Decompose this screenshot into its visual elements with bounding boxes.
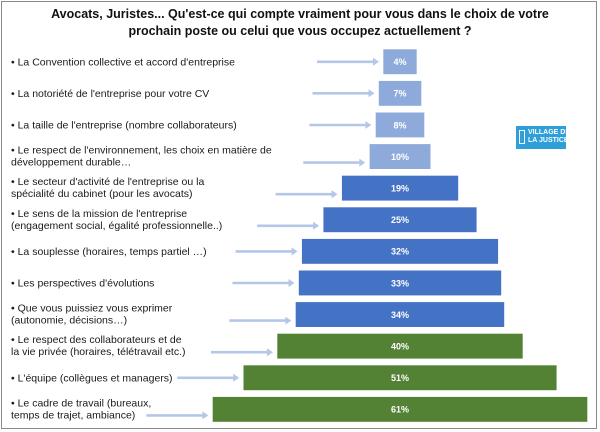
funnel-bar	[341, 175, 459, 202]
value-label: 8%	[393, 120, 406, 130]
value-label: 25%	[391, 215, 409, 225]
pointer-arrow	[177, 373, 240, 382]
value-label: 33%	[391, 278, 409, 288]
logo-line-1: VILLAGE DE	[528, 129, 571, 136]
category-label: • Les perspectives d'évolutions	[11, 278, 154, 290]
pointer-arrow	[257, 221, 320, 230]
category-label: • Le sens de la mission de l'entreprise	[11, 208, 187, 220]
funnel-bar	[276, 333, 524, 360]
pointer-arrow	[303, 158, 366, 167]
category-label: • Le cadre de travail (bureaux,	[11, 397, 151, 409]
category-label: • La taille de l'entreprise (nombre coll…	[11, 119, 237, 131]
category-label: • Que vous puissiez vous exprimer	[11, 303, 173, 315]
funnel-bar	[375, 111, 425, 138]
logo-line-2: LA JUSTICE	[528, 137, 569, 144]
category-label: • Le secteur d'activité de l'entreprise …	[11, 176, 204, 188]
category-label: • La souplesse (horaires, temps partiel …	[11, 246, 207, 258]
category-label: • La notoriété de l'entreprise pour votr…	[11, 88, 209, 100]
pointer-arrow	[232, 279, 295, 287]
value-label: 10%	[391, 152, 409, 162]
funnel-bar	[301, 238, 499, 265]
value-label: 51%	[391, 373, 409, 383]
category-label: • Le respect des collaborateurs et de	[11, 334, 182, 346]
category-label: la vie privée (horaires, télétravail etc…	[11, 346, 186, 358]
pointer-arrow	[211, 348, 273, 357]
funnel-bar	[242, 364, 558, 391]
category-label: (engagement social, égalité professionne…	[11, 220, 222, 232]
category-label: temps de trajet, ambiance)	[11, 409, 135, 421]
chart-title: Avocats, Juristes... Qu'est-ce qui compt…	[0, 6, 600, 40]
funnel-bar	[295, 301, 505, 328]
pointer-arrow	[317, 57, 379, 66]
village-de-la-justice-logo: VILLAGE DE LA JUSTICE	[516, 126, 571, 149]
pointer-arrow	[146, 411, 209, 420]
category-label: développement durable…	[11, 157, 131, 169]
funnel-bar	[298, 269, 502, 297]
funnel-bar	[378, 80, 422, 107]
chart-title-line-2: prochain poste ou celui que vous occupez…	[128, 24, 472, 38]
pointer-arrow	[229, 316, 292, 325]
value-label: 7%	[393, 89, 406, 99]
value-label: 32%	[391, 247, 409, 257]
pointer-arrow	[312, 89, 375, 98]
value-label: 61%	[391, 405, 409, 415]
value-label: 40%	[391, 342, 409, 352]
category-label: (autonomie, décisions…)	[11, 315, 127, 327]
chart-title-line-1: Avocats, Juristes... Qu'est-ce qui compt…	[51, 7, 549, 21]
pointer-arrow	[309, 121, 372, 129]
value-label: 34%	[391, 310, 409, 320]
value-label: 19%	[391, 184, 409, 194]
pointer-arrow	[275, 190, 338, 199]
funnel-bar	[368, 143, 432, 170]
pointer-arrow	[235, 247, 298, 256]
category-label: • La Convention collective et accord d'e…	[11, 56, 235, 68]
funnel-bar	[322, 206, 478, 233]
category-label: • L'équipe (collègues et managers)	[11, 372, 173, 384]
building-icon	[519, 130, 525, 144]
value-label: 4%	[393, 57, 406, 67]
funnel-bar	[382, 48, 418, 75]
category-label: spécialité du cabinet (pour les avocats)	[11, 188, 193, 200]
funnel-bar	[212, 396, 588, 423]
category-label: • Le respect de l'environnement, les cho…	[11, 145, 272, 157]
